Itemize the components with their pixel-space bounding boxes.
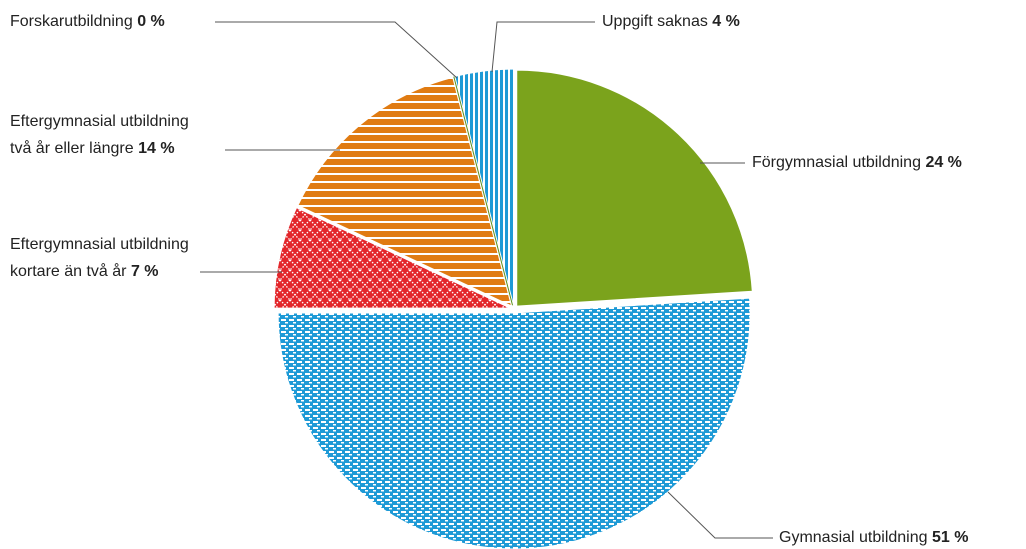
- slice-label: Förgymnasial utbildning 24 %: [752, 149, 962, 176]
- value-label: 24 %: [925, 154, 962, 171]
- pie-slice: [297, 76, 513, 307]
- slice-label: Gymnasial utbildning 51 %: [779, 524, 968, 549]
- slice-label: Eftergymnasial utbildning två år eller l…: [10, 108, 189, 162]
- pie-slice: [277, 297, 751, 549]
- slice-label: Eftergymnasial utbildning kortare än två…: [10, 231, 189, 285]
- leader-line: [491, 21, 595, 73]
- category-label: Uppgift saknas: [602, 13, 708, 30]
- category-label: Gymnasial utbildning: [779, 529, 928, 546]
- value-label: 0 %: [137, 13, 165, 30]
- category-label: Förgymnasial utbildning: [752, 154, 921, 171]
- category-label: Eftergymnasial utbildning två år eller l…: [10, 113, 189, 157]
- value-label: 51 %: [931, 529, 969, 546]
- category-label: Forskarutbildning: [10, 13, 133, 30]
- category-label: Eftergymnasial utbildning kortare än två…: [10, 236, 189, 280]
- slice-label: Forskarutbildning 0 %: [10, 8, 165, 35]
- leader-line: [215, 21, 458, 79]
- value-label: 7 %: [130, 263, 159, 280]
- slice-label: Uppgift saknas 4 %: [602, 8, 740, 35]
- pie-slice: [516, 69, 753, 307]
- pie-slice: [453, 76, 514, 306]
- value-label: 4 %: [712, 13, 740, 30]
- pie-slice: [273, 206, 511, 309]
- leader-line: [667, 491, 773, 539]
- value-label: 14 %: [138, 140, 175, 157]
